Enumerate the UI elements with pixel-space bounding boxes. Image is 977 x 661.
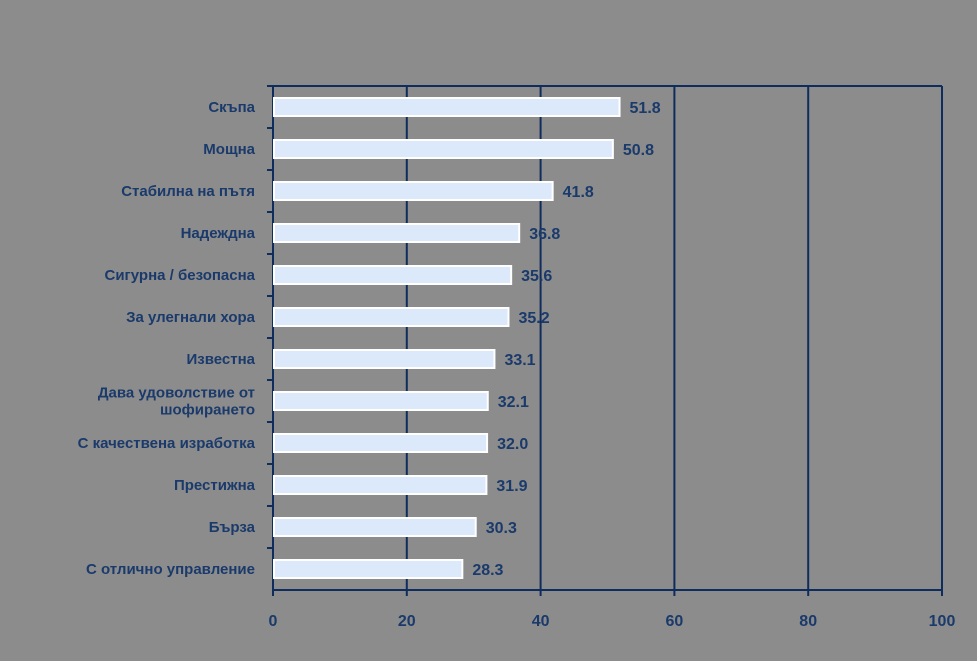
data-label: 36.8 bbox=[529, 226, 560, 243]
category-label-line: Бърза bbox=[209, 519, 256, 536]
bar bbox=[273, 223, 521, 243]
category-label-line: Скъпа bbox=[208, 99, 255, 116]
category-label: Престижна bbox=[174, 477, 256, 494]
category-label-line: За улегнали хора bbox=[126, 309, 256, 326]
bar bbox=[273, 475, 488, 495]
bar bbox=[273, 349, 496, 369]
bar bbox=[273, 517, 477, 537]
x-tick-label: 20 bbox=[398, 613, 416, 630]
bar bbox=[273, 433, 489, 453]
data-label: 28.3 bbox=[472, 562, 503, 579]
data-label: 35.6 bbox=[521, 268, 552, 285]
category-label-line: Известна bbox=[187, 351, 256, 368]
label-layer: 0 20 40 60 80 100 51.8 Скъпа 50.8 Мощна 41.8 Стабил… bbox=[78, 99, 956, 630]
category-label-line: С качествена изработка bbox=[78, 435, 256, 452]
category-label: За улегнали хора bbox=[126, 309, 256, 326]
category-label: Известна bbox=[187, 351, 256, 368]
category-label-line: Мощна bbox=[203, 141, 255, 158]
bar bbox=[273, 139, 614, 159]
x-tick-label: 100 bbox=[929, 613, 956, 630]
category-label: Бърза bbox=[209, 519, 256, 536]
data-label: 33.1 bbox=[504, 352, 535, 369]
x-tick-label: 0 bbox=[269, 613, 278, 630]
category-label-line: С отлично управление bbox=[86, 561, 255, 578]
category-label-line: Стабилна на пътя bbox=[121, 183, 255, 200]
data-label: 51.8 bbox=[630, 100, 661, 117]
category-label: С качествена изработка bbox=[78, 435, 256, 452]
category-label: С отлично управление bbox=[86, 561, 255, 578]
x-tick-label: 60 bbox=[666, 613, 684, 630]
data-label: 35.2 bbox=[518, 310, 549, 327]
x-tick-label: 40 bbox=[532, 613, 550, 630]
data-label: 32.0 bbox=[497, 436, 528, 453]
bar-layer bbox=[273, 97, 621, 579]
bar bbox=[273, 559, 464, 579]
category-label-line: Престижна bbox=[174, 477, 256, 494]
category-label: Сигурна / безопасна bbox=[104, 267, 255, 284]
category-label-line: Дава удоволствие от bbox=[98, 385, 255, 402]
bar bbox=[273, 391, 489, 411]
category-label-line: Сигурна / безопасна bbox=[104, 267, 255, 284]
category-label: Дава удоволствие от шофирането bbox=[98, 385, 255, 419]
bar bbox=[273, 97, 621, 117]
data-label: 50.8 bbox=[623, 142, 654, 159]
category-label: Надеждна bbox=[181, 225, 256, 242]
data-label: 30.3 bbox=[486, 520, 517, 537]
category-label-line: шофирането bbox=[160, 402, 255, 419]
bar bbox=[273, 181, 554, 201]
category-label-line: Надеждна bbox=[181, 225, 256, 242]
category-label: Мощна bbox=[203, 141, 255, 158]
category-label: Стабилна на пътя bbox=[121, 183, 255, 200]
category-label: Скъпа bbox=[208, 99, 255, 116]
bar bbox=[273, 265, 513, 285]
data-label: 32.1 bbox=[498, 394, 529, 411]
bar bbox=[273, 307, 510, 327]
data-label: 41.8 bbox=[563, 184, 594, 201]
x-tick-label: 80 bbox=[799, 613, 817, 630]
grid-layer bbox=[267, 85, 943, 596]
data-label: 31.9 bbox=[496, 478, 527, 495]
